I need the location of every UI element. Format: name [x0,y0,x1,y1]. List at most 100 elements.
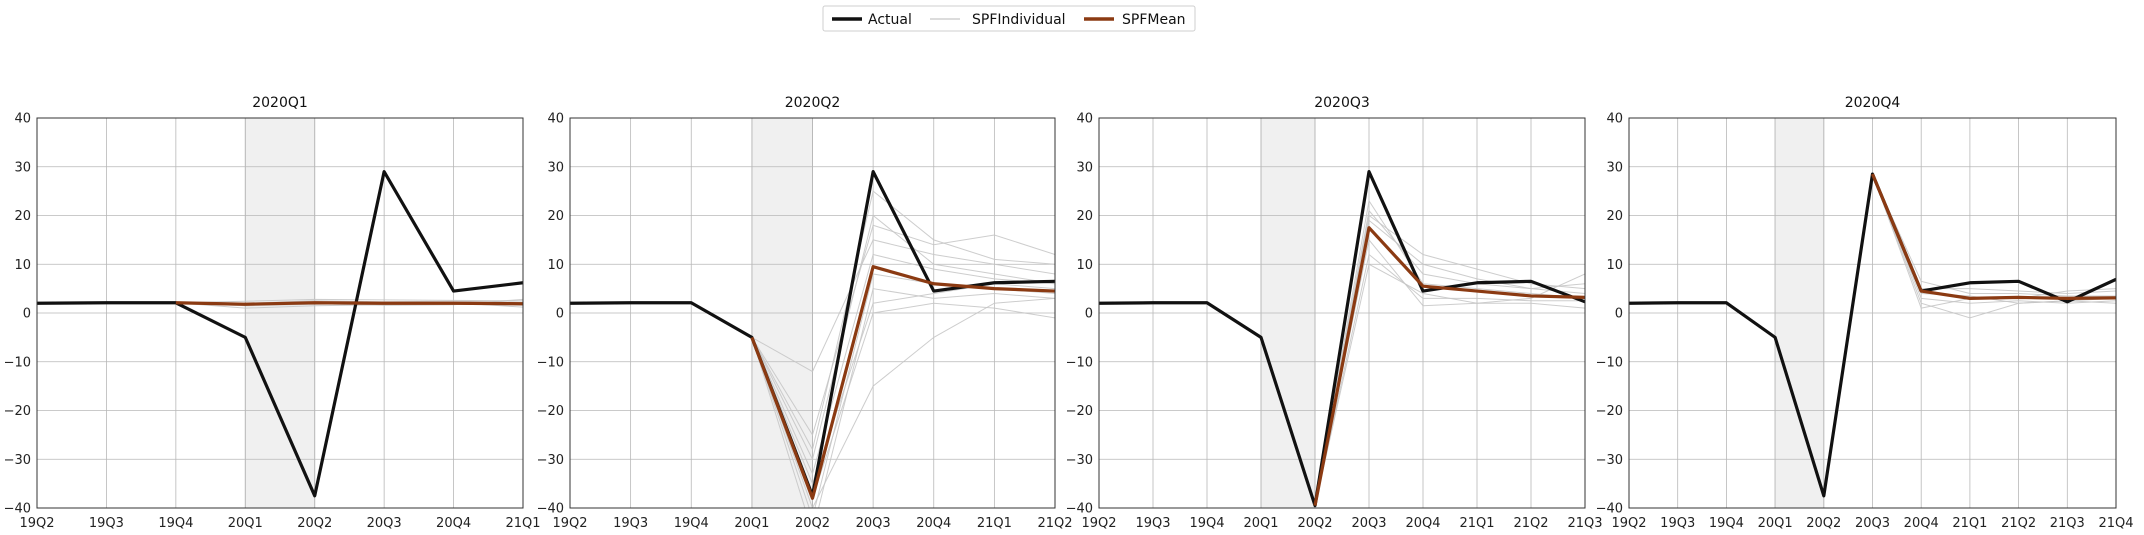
y-tick-label: 20 [547,209,564,224]
y-tick-label: −40 [4,502,31,517]
series-spf-individual-3 [1314,238,1585,506]
y-tick-label: 10 [547,258,564,273]
axes-frame [1628,117,2117,509]
series-spf-individual-2 [751,239,1055,373]
y-tick-label: 30 [1076,160,1093,175]
panel-title: 2020Q1 [252,95,308,111]
axes-frame [1098,117,1586,509]
y-tick-label: 40 [14,112,31,127]
y-tick-label: 40 [1606,112,1623,127]
y-tick-label: 30 [547,160,564,175]
series-spf-individual-4 [751,297,1055,508]
series-actual [37,170,523,498]
y-tick-label: −30 [1596,453,1623,468]
y-tick-label: −40 [1596,502,1623,517]
y-tick-label: 20 [14,209,31,224]
series-spf-mean [1871,173,2116,300]
y-tick-label: −10 [1066,355,1093,370]
y-tick-label: −20 [1066,404,1093,419]
x-tick-label: 20Q1 [734,516,769,531]
x-tick-label: 20Q1 [228,516,263,531]
series-spf-mean [750,265,1055,500]
y-tick-label: −20 [1596,404,1623,419]
x-tick-label: 19Q3 [613,516,648,531]
x-tick-label: 19Q4 [1189,516,1224,531]
x-tick-label: 20Q4 [1904,516,1939,531]
plot-area [1099,170,1585,508]
y-tick-label: 30 [1606,160,1623,175]
series-spf-mean [175,301,523,306]
panel-title: 2020Q3 [1314,95,1370,111]
y-tick-label: −10 [4,355,31,370]
x-tick-label: 19Q3 [1660,516,1695,531]
series-spf-mean [1313,226,1585,506]
x-tick-label: 20Q4 [436,516,471,531]
x-tick-label: 20Q2 [1297,516,1332,531]
y-tick-label: 20 [1606,209,1623,224]
series-spf-individual-0 [751,214,1055,461]
x-tick-label: 21Q3 [1567,516,1602,531]
legend-label-spfindividual: SPFIndividual [972,12,1066,28]
series-spf-individual-4 [1872,173,2116,309]
y-tick-label: 10 [1076,258,1093,273]
y-tick-label: 40 [1076,112,1093,127]
series-spf-individual-1 [1872,173,2116,319]
x-tick-label: 19Q3 [1135,516,1170,531]
x-tick-label: 20Q2 [795,516,830,531]
y-tick-label: −10 [1596,355,1623,370]
legend-label-spfmean: SPFMean [1122,12,1186,28]
x-tick-label: 20Q3 [367,516,402,531]
y-tick-label: 10 [1606,258,1623,273]
x-tick-label: 20Q3 [1855,516,1890,531]
series-spf-individual-5 [1872,173,2116,304]
legend-frame [822,5,1196,32]
x-tick-label: 19Q2 [552,516,587,531]
axes-frame [569,117,1056,509]
panel-title: 2020Q2 [785,95,841,111]
series-spf-individual-0 [1872,173,2116,297]
x-tick-label: 20Q1 [1243,516,1278,531]
x-tick-label: 21Q1 [977,516,1012,531]
x-tick-label: 21Q2 [2001,516,2036,531]
x-tick-label: 20Q4 [1405,516,1440,531]
x-tick-label: 20Q2 [1806,516,1841,531]
y-tick-label: 0 [1085,307,1093,322]
y-tick-label: −30 [537,453,564,468]
series-spf-individual-0 [1314,209,1585,506]
y-tick-label: 0 [23,307,31,322]
x-tick-label: 21Q1 [1459,516,1494,531]
panel-title: 2020Q4 [1845,95,1901,111]
series-actual [1099,170,1585,508]
y-tick-label: 10 [14,258,31,273]
axes-frame [36,117,524,509]
series-spf-individual-1 [751,288,1055,508]
legend-label-actual: Actual [868,12,912,28]
x-tick-label: 19Q2 [1611,516,1646,531]
y-tick-label: 20 [1076,209,1093,224]
series-spf-individual-5 [1314,263,1585,506]
series-spf-individual-1 [175,298,523,304]
y-tick-label: 0 [556,307,564,322]
y-tick-label: −40 [537,502,564,517]
x-tick-label: 21Q2 [1037,516,1072,531]
y-tick-label: −30 [4,453,31,468]
series-spf-individual-9 [751,190,1055,451]
series-spf-individual-3 [1872,173,2116,304]
x-tick-label: 21Q3 [2050,516,2085,531]
y-tick-label: −10 [537,355,564,370]
x-tick-label: 20Q2 [297,516,332,531]
y-tick-label: −30 [1066,453,1093,468]
x-tick-label: 21Q4 [2098,516,2133,531]
x-tick-label: 20Q4 [916,516,951,531]
plot-area [37,170,523,498]
y-tick-label: −40 [1066,502,1093,517]
y-tick-label: 30 [14,160,31,175]
x-tick-label: 21Q2 [1513,516,1548,531]
x-tick-label: 19Q4 [1709,516,1744,531]
